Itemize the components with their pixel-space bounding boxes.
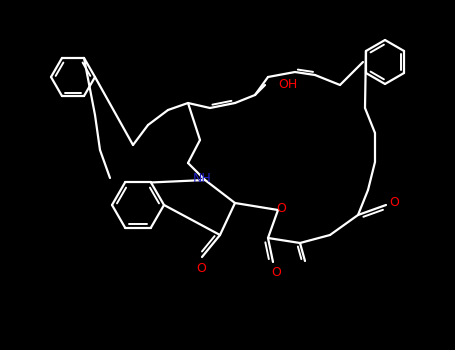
Text: O: O xyxy=(276,203,286,216)
Text: NH: NH xyxy=(192,173,212,186)
Text: OH: OH xyxy=(278,77,297,91)
Text: O: O xyxy=(271,266,281,280)
Text: O: O xyxy=(389,196,399,210)
Text: O: O xyxy=(196,261,206,274)
